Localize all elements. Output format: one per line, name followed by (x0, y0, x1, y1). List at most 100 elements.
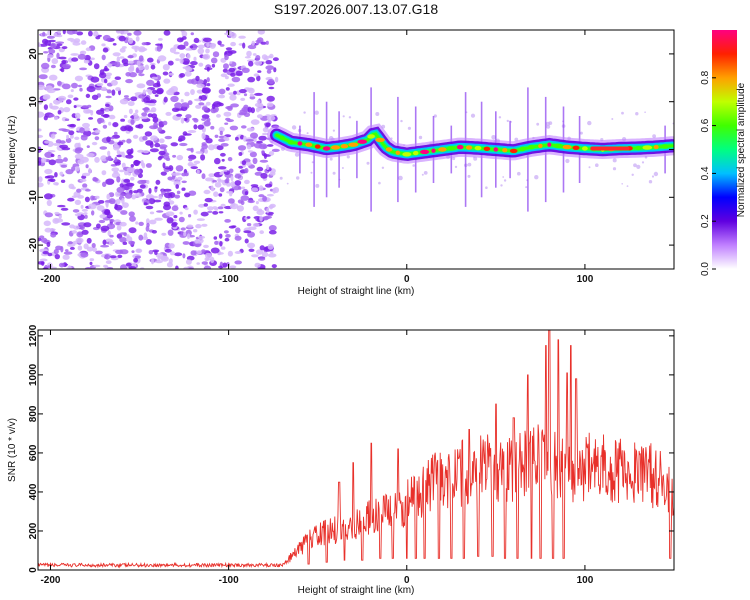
snr-line (38, 330, 674, 569)
faint-dot (332, 129, 335, 132)
snr-x-ticks: -200 -100 0 100 (40, 330, 594, 586)
noise-blob (183, 231, 187, 237)
x-tick-label: 100 (577, 274, 594, 285)
noise-blob (252, 53, 257, 56)
noise-blob (151, 230, 157, 234)
faint-dot (423, 171, 428, 175)
noise-blob (143, 150, 149, 154)
noise-blob (42, 251, 49, 255)
noise-blob (155, 260, 163, 264)
noise-blob (227, 157, 233, 162)
noise-blob (79, 127, 85, 134)
faint-dot (470, 113, 476, 118)
noise-blob (116, 186, 125, 193)
snr-y-ticks: 0 200 400 600 800 1000 1200 (28, 324, 674, 573)
noise-blob (147, 57, 154, 63)
noise-blob (150, 64, 156, 70)
noise-blob (240, 134, 244, 140)
noise-blob (81, 229, 89, 235)
noise-blob (182, 253, 186, 259)
noise-blob (135, 248, 143, 254)
noise-blob (206, 258, 212, 261)
noise-blob (102, 124, 108, 129)
signal-hotspot (402, 152, 412, 157)
noise-blob (93, 63, 100, 70)
faint-dot (341, 167, 344, 169)
noise-blob (149, 219, 157, 225)
noise-blob (255, 201, 259, 205)
noise-blob (229, 191, 233, 197)
noise-blob (153, 122, 159, 128)
noise-blob (94, 136, 100, 141)
noise-blob (85, 93, 91, 98)
noise-blob (218, 94, 225, 99)
noise-blob (248, 248, 255, 252)
noise-blob (193, 229, 198, 233)
noise-blob (219, 187, 225, 193)
noise-blob (128, 266, 136, 269)
noise-blob (107, 230, 111, 237)
faint-dot (375, 112, 380, 116)
noise-blob (208, 173, 215, 178)
faint-dot (635, 112, 639, 116)
noise-blob (82, 122, 90, 128)
noise-blob (201, 173, 206, 180)
noise-blob (86, 246, 94, 252)
noise-blob (71, 230, 78, 234)
y-tick-label: -20 (28, 237, 39, 252)
noise-blob (43, 220, 51, 227)
noise-blob (76, 188, 82, 193)
noise-blob (44, 151, 54, 158)
faint-dot (348, 116, 352, 119)
noise-blob (229, 203, 239, 210)
noise-blob (77, 53, 87, 60)
noise-blob (101, 254, 106, 258)
noise-blob (202, 37, 212, 43)
noise-blob (74, 213, 82, 217)
noise-blob (138, 221, 144, 226)
noise-blob (224, 237, 230, 242)
noise-blob (95, 250, 103, 255)
noise-blob (44, 168, 53, 175)
noise-blob (244, 238, 249, 244)
noise-blob (50, 42, 57, 49)
noise-blob (158, 195, 163, 200)
noise-blob (91, 210, 95, 216)
noise-blob (229, 265, 237, 269)
noise-blob (225, 87, 230, 91)
signal-hotspot (547, 142, 552, 147)
noise-blob (200, 154, 206, 161)
noise-blob (241, 125, 247, 129)
noise-blob (266, 102, 274, 107)
noise-blob (210, 185, 214, 192)
noise-blob (185, 229, 192, 236)
noise-blob (67, 265, 72, 269)
noise-blob (190, 43, 198, 51)
noise-blob (115, 198, 121, 205)
noise-blob (178, 135, 186, 142)
noise-blob (123, 114, 128, 119)
noise-blob (38, 261, 45, 265)
noise-blob (90, 76, 100, 83)
noise-blob (167, 176, 173, 181)
noise-blob (148, 250, 154, 255)
noise-blob (124, 192, 133, 199)
noise-blob (111, 89, 116, 96)
noise-blob (145, 140, 154, 146)
noise-blob (108, 114, 116, 120)
noise-blob (258, 135, 267, 141)
noise-blob (190, 61, 198, 66)
noise-blob (233, 90, 237, 95)
noise-blob (130, 164, 134, 168)
noise-blob (173, 215, 178, 219)
noise-blob (219, 241, 223, 247)
noise-blob (94, 156, 100, 163)
noise-blob (68, 183, 75, 189)
noise-blob (231, 225, 237, 228)
noise-blob (109, 255, 117, 259)
noise-blob (218, 138, 226, 142)
noise-blob (179, 73, 186, 78)
noise-blob (102, 47, 109, 53)
noise-blob (179, 58, 184, 64)
noise-blob (152, 116, 159, 123)
